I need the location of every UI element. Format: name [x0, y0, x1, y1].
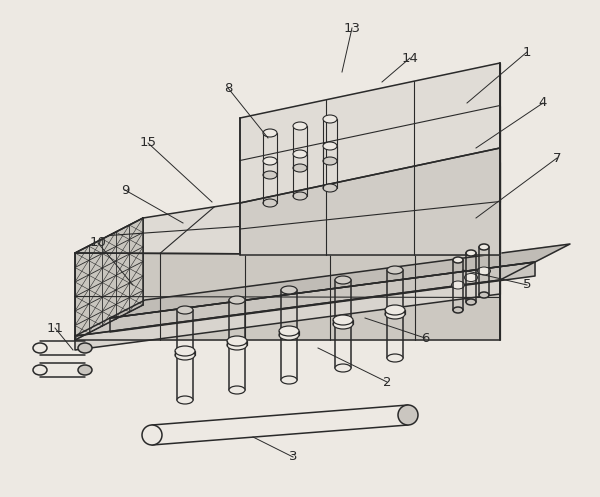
Ellipse shape	[279, 330, 299, 340]
Ellipse shape	[323, 184, 337, 192]
Polygon shape	[75, 218, 143, 340]
Polygon shape	[110, 244, 570, 318]
Ellipse shape	[479, 292, 489, 298]
Text: 4: 4	[539, 96, 547, 109]
Ellipse shape	[293, 192, 307, 200]
Polygon shape	[75, 280, 500, 350]
Ellipse shape	[323, 115, 337, 123]
Ellipse shape	[466, 250, 476, 256]
Ellipse shape	[33, 365, 47, 375]
Ellipse shape	[78, 343, 92, 353]
Polygon shape	[240, 63, 500, 203]
Ellipse shape	[227, 336, 247, 346]
Ellipse shape	[385, 309, 405, 319]
Ellipse shape	[333, 319, 353, 329]
Ellipse shape	[177, 396, 193, 404]
Ellipse shape	[335, 364, 351, 372]
Ellipse shape	[323, 142, 337, 150]
Ellipse shape	[281, 286, 297, 294]
Text: 10: 10	[89, 237, 106, 249]
Text: 6: 6	[421, 331, 429, 344]
Ellipse shape	[279, 326, 299, 336]
Ellipse shape	[177, 306, 193, 314]
Ellipse shape	[453, 257, 463, 263]
Ellipse shape	[227, 340, 247, 350]
Text: 8: 8	[224, 82, 232, 94]
Ellipse shape	[293, 164, 307, 172]
Ellipse shape	[478, 267, 491, 275]
Text: 9: 9	[121, 183, 129, 196]
Ellipse shape	[293, 122, 307, 130]
Text: 7: 7	[553, 152, 561, 165]
Ellipse shape	[453, 307, 463, 313]
Ellipse shape	[479, 244, 489, 250]
Ellipse shape	[385, 305, 405, 315]
Text: 1: 1	[523, 46, 531, 59]
Ellipse shape	[464, 273, 478, 281]
Ellipse shape	[387, 266, 403, 274]
Ellipse shape	[229, 386, 245, 394]
Ellipse shape	[263, 129, 277, 137]
Polygon shape	[110, 262, 535, 332]
Text: 11: 11	[47, 322, 64, 334]
Text: 3: 3	[289, 450, 297, 464]
Ellipse shape	[78, 365, 92, 375]
Ellipse shape	[335, 276, 351, 284]
Ellipse shape	[333, 315, 353, 325]
Ellipse shape	[263, 199, 277, 207]
Text: 13: 13	[344, 21, 361, 34]
Polygon shape	[75, 162, 500, 255]
Ellipse shape	[398, 405, 418, 425]
Ellipse shape	[175, 350, 195, 360]
Text: 2: 2	[383, 376, 391, 389]
Ellipse shape	[263, 157, 277, 165]
Polygon shape	[75, 253, 500, 340]
Text: 15: 15	[140, 137, 157, 150]
Ellipse shape	[466, 299, 476, 305]
Ellipse shape	[281, 376, 297, 384]
Ellipse shape	[293, 150, 307, 158]
Ellipse shape	[229, 296, 245, 304]
Polygon shape	[240, 148, 500, 255]
Ellipse shape	[452, 281, 464, 289]
Text: 14: 14	[401, 52, 418, 65]
Ellipse shape	[142, 425, 162, 445]
Ellipse shape	[263, 171, 277, 179]
Ellipse shape	[175, 346, 195, 356]
Text: 5: 5	[523, 278, 531, 292]
Ellipse shape	[323, 157, 337, 165]
Ellipse shape	[33, 343, 47, 353]
Polygon shape	[75, 262, 535, 336]
Ellipse shape	[387, 354, 403, 362]
